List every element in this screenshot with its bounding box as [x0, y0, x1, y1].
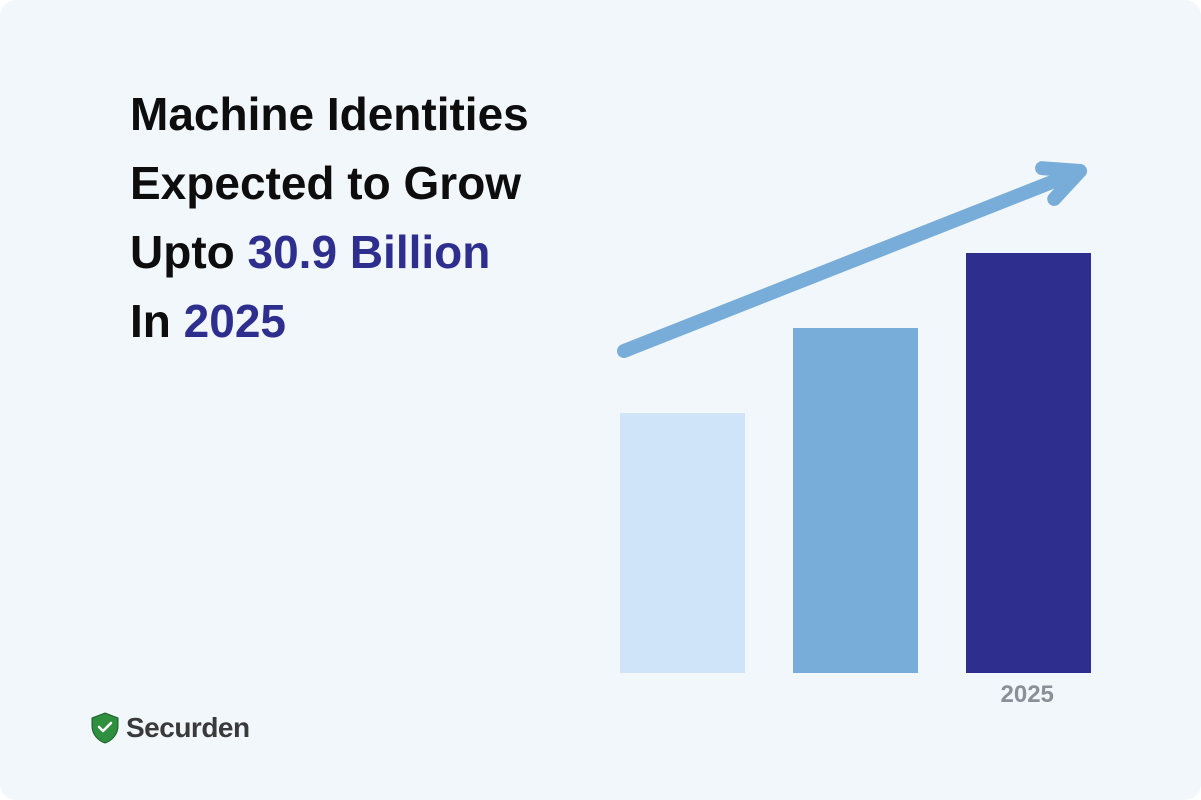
shield-icon [90, 712, 120, 744]
headline-line4-prefix: In [130, 295, 184, 347]
bar-2 [793, 328, 918, 673]
bar-1 [620, 413, 745, 673]
headline-line4-highlight: 2025 [184, 295, 286, 347]
headline-line1: Machine Identities [130, 80, 529, 149]
headline-line3-highlight: 30.9 Billion [248, 226, 491, 278]
axis-label: 2025 [1001, 681, 1054, 709]
infographic-container: Machine Identities Expected to Grow Upto… [0, 0, 1201, 800]
headline-line2: Expected to Grow [130, 149, 529, 218]
bar-group [620, 253, 1091, 673]
headline-line3-prefix: Upto [130, 226, 248, 278]
logo: Securden [90, 712, 250, 744]
headline-line4: In 2025 [130, 287, 529, 356]
headline: Machine Identities Expected to Grow Upto… [130, 80, 529, 356]
chart-area: 2025 [620, 155, 1140, 715]
headline-line3: Upto 30.9 Billion [130, 218, 529, 287]
bar-3 [966, 253, 1091, 673]
logo-text: Securden [126, 712, 250, 744]
